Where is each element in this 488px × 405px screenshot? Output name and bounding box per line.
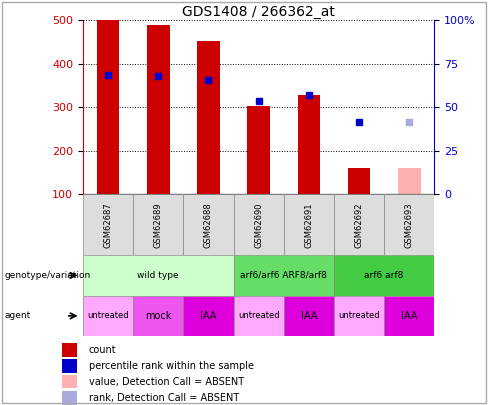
Bar: [234, 296, 284, 336]
Bar: [398, 168, 421, 194]
Bar: [62, 375, 77, 388]
Bar: [197, 41, 220, 194]
Bar: [133, 296, 183, 336]
Text: GSM62689: GSM62689: [154, 202, 163, 247]
Text: arf6 arf8: arf6 arf8: [365, 271, 404, 280]
Text: genotype/variation: genotype/variation: [5, 271, 91, 280]
Bar: [298, 95, 320, 194]
Bar: [334, 194, 384, 255]
Text: untreated: untreated: [87, 311, 129, 320]
Bar: [133, 194, 183, 255]
Title: GDS1408 / 266362_at: GDS1408 / 266362_at: [182, 5, 335, 19]
Bar: [83, 194, 133, 255]
Text: arf6/arf6 ARF8/arf8: arf6/arf6 ARF8/arf8: [240, 271, 327, 280]
Text: percentile rank within the sample: percentile rank within the sample: [89, 361, 254, 371]
Text: IAA: IAA: [301, 311, 317, 321]
Text: IAA: IAA: [401, 311, 417, 321]
Bar: [348, 168, 370, 194]
Bar: [384, 194, 434, 255]
Bar: [234, 255, 334, 296]
Bar: [62, 359, 77, 373]
Bar: [284, 296, 334, 336]
Bar: [62, 343, 77, 357]
Bar: [147, 25, 169, 194]
Text: GSM62692: GSM62692: [354, 202, 364, 247]
Text: untreated: untreated: [238, 311, 280, 320]
Bar: [334, 255, 434, 296]
Bar: [247, 107, 270, 194]
Bar: [97, 20, 120, 194]
Bar: [83, 296, 133, 336]
Bar: [183, 194, 234, 255]
Text: mock: mock: [145, 311, 171, 321]
Bar: [334, 296, 384, 336]
Text: wild type: wild type: [138, 271, 179, 280]
Text: GSM62690: GSM62690: [254, 202, 263, 247]
Bar: [183, 296, 234, 336]
Text: value, Detection Call = ABSENT: value, Detection Call = ABSENT: [89, 377, 244, 387]
Bar: [83, 255, 234, 296]
Text: GSM62693: GSM62693: [405, 202, 414, 247]
Bar: [62, 391, 77, 405]
Text: GSM62691: GSM62691: [305, 202, 313, 247]
Bar: [384, 296, 434, 336]
Text: untreated: untreated: [338, 311, 380, 320]
Text: agent: agent: [5, 311, 31, 320]
Text: GSM62688: GSM62688: [204, 202, 213, 247]
Text: rank, Detection Call = ABSENT: rank, Detection Call = ABSENT: [89, 393, 239, 403]
Bar: [284, 194, 334, 255]
Text: count: count: [89, 345, 116, 355]
Text: GSM62687: GSM62687: [103, 202, 113, 247]
Bar: [234, 194, 284, 255]
Text: IAA: IAA: [200, 311, 217, 321]
